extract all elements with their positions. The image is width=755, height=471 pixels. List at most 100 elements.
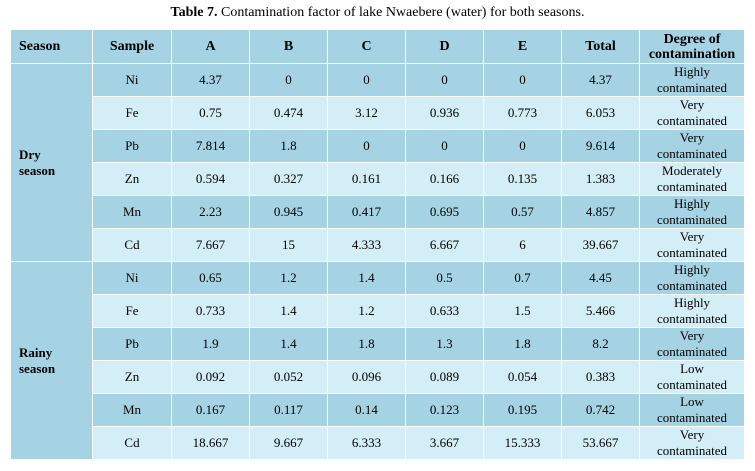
value-cell-total: 5.466 — [561, 294, 640, 328]
value-cell-b: 0.945 — [249, 195, 328, 229]
header-degree: Degree of contamination — [639, 29, 745, 64]
value-cell-total: 9.614 — [561, 129, 640, 163]
header-total: Total — [561, 29, 640, 64]
value-cell-a: 4.37 — [171, 63, 250, 97]
value-cell-c: 0.096 — [327, 360, 406, 394]
value-cell-a: 7.814 — [171, 129, 250, 163]
value-cell-c: 0.14 — [327, 393, 406, 427]
header-sample: Sample — [92, 29, 172, 64]
season-word: Rainy — [19, 344, 53, 360]
header-b: B — [249, 29, 328, 64]
degree-cell: Very contaminated — [639, 228, 745, 262]
degree-cell: Very contaminated — [639, 129, 745, 163]
degree-line1: Highly — [673, 64, 711, 80]
degree-cell: Very contaminated — [639, 327, 745, 361]
degree-cell: Highly contaminated — [639, 195, 745, 229]
degree-line2: contaminated — [656, 146, 728, 161]
value-cell-e: 0.135 — [483, 162, 562, 196]
value-cell-e: 0.7 — [483, 261, 562, 295]
value-cell-b: 1.2 — [249, 261, 328, 295]
value-cell-c: 0 — [327, 129, 406, 163]
value-cell-b: 0.117 — [249, 393, 328, 427]
degree-line2: contaminated — [656, 113, 728, 128]
season-cell: Dry season — [10, 63, 93, 262]
degree-line1: Moderately — [662, 163, 722, 179]
value-cell-d: 6.667 — [405, 228, 484, 262]
sample-cell: Ni — [92, 261, 172, 295]
degree-line1: Low — [680, 394, 704, 410]
caption-text: Contamination factor of lake Nwaebere (w… — [217, 5, 585, 20]
value-cell-c: 0.417 — [327, 195, 406, 229]
value-cell-b: 1.4 — [249, 327, 328, 361]
table-row: Pb 7.814 1.8 0 0 0 9.614 Very contaminated — [11, 129, 745, 163]
degree-cell: Low contaminated — [639, 393, 745, 427]
sample-cell: Cd — [92, 426, 172, 460]
degree-cell: Low contaminated — [639, 360, 745, 394]
table-row: Mn 2.23 0.945 0.417 0.695 0.57 4.857 Highly cont… — [11, 195, 745, 229]
value-cell-e: 1.8 — [483, 327, 562, 361]
table-row: Cd 7.667 15 4.333 6.667 6 39.667 Very contaminat… — [11, 228, 745, 262]
value-cell-total: 1.383 — [561, 162, 640, 196]
value-cell-a: 0.733 — [171, 294, 250, 328]
degree-line1: Highly — [673, 295, 711, 311]
value-cell-c: 4.333 — [327, 228, 406, 262]
value-cell-e: 1.5 — [483, 294, 562, 328]
degree-line1: Very — [679, 229, 705, 245]
value-cell-a: 18.667 — [171, 426, 250, 460]
value-cell-e: 0.773 — [483, 96, 562, 130]
value-cell-total: 4.37 — [561, 63, 640, 97]
season-word: season — [19, 360, 56, 376]
value-cell-c: 1.4 — [327, 261, 406, 295]
value-cell-e: 6 — [483, 228, 562, 262]
sample-cell: Mn — [92, 393, 172, 427]
sample-cell: Mn — [92, 195, 172, 229]
degree-cell: Highly contaminated — [639, 63, 745, 97]
sample-cell: Zn — [92, 162, 172, 196]
value-cell-d: 0.5 — [405, 261, 484, 295]
value-cell-a: 0.594 — [171, 162, 250, 196]
header-degree-line2: contamination — [648, 46, 736, 62]
degree-cell: Highly contaminated — [639, 294, 745, 328]
season-word: Dry — [19, 146, 41, 162]
value-cell-c: 1.8 — [327, 327, 406, 361]
value-cell-total: 8.2 — [561, 327, 640, 361]
value-cell-total: 0.383 — [561, 360, 640, 394]
table-row: Mn 0.167 0.117 0.14 0.123 0.195 0.742 Low contam… — [11, 393, 745, 427]
value-cell-e: 0 — [483, 129, 562, 163]
sample-cell: Ni — [92, 63, 172, 97]
value-cell-total: 39.667 — [561, 228, 640, 262]
value-cell-total: 4.857 — [561, 195, 640, 229]
value-cell-d: 0 — [405, 129, 484, 163]
degree-cell: Moderately contaminated — [639, 162, 745, 196]
degree-line2: contaminated — [656, 179, 728, 194]
sample-cell: Pb — [92, 327, 172, 361]
degree-line1: Very — [679, 97, 705, 113]
value-cell-d: 0.089 — [405, 360, 484, 394]
value-cell-d: 0 — [405, 63, 484, 97]
header-d: D — [405, 29, 484, 64]
table-caption: Table 7. Contamination factor of lake Nw… — [0, 4, 755, 22]
degree-line1: Highly — [673, 262, 711, 278]
value-cell-d: 3.667 — [405, 426, 484, 460]
value-cell-d: 0.936 — [405, 96, 484, 130]
contamination-table: Season Sample A B C D E Total Degree of c… — [10, 29, 745, 460]
value-cell-total: 0.742 — [561, 393, 640, 427]
value-cell-total: 53.667 — [561, 426, 640, 460]
value-cell-e: 0.195 — [483, 393, 562, 427]
sample-cell: Pb — [92, 129, 172, 163]
degree-line1: Very — [679, 328, 705, 344]
value-cell-b: 0.327 — [249, 162, 328, 196]
table-row: Fe 0.75 0.474 3.12 0.936 0.773 6.053 Very contam… — [11, 96, 745, 130]
sample-cell: Cd — [92, 228, 172, 262]
value-cell-d: 0.123 — [405, 393, 484, 427]
value-cell-e: 15.333 — [483, 426, 562, 460]
degree-cell: Very contaminated — [639, 426, 745, 460]
header-degree-line1: Degree of — [663, 31, 721, 47]
value-cell-b: 0.052 — [249, 360, 328, 394]
value-cell-d: 0.695 — [405, 195, 484, 229]
value-cell-b: 1.4 — [249, 294, 328, 328]
degree-line2: contaminated — [656, 443, 728, 458]
value-cell-b: 9.667 — [249, 426, 328, 460]
value-cell-e: 0.054 — [483, 360, 562, 394]
sample-cell: Fe — [92, 294, 172, 328]
